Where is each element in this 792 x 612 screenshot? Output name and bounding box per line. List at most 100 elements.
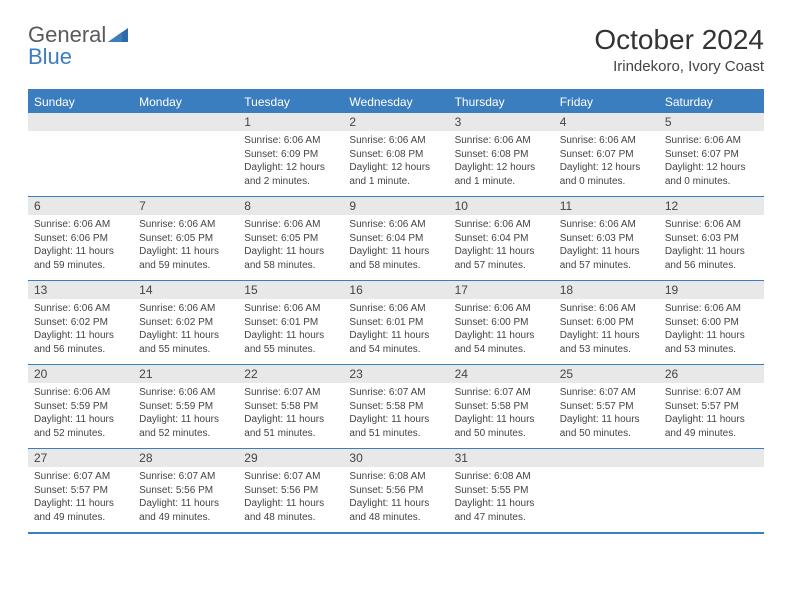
sunset-text: Sunset: 6:00 PM	[560, 316, 653, 330]
day-cell: Sunrise: 6:06 AMSunset: 6:00 PMDaylight:…	[659, 299, 764, 364]
daylight-text: Daylight: 11 hours and 57 minutes.	[455, 245, 548, 272]
sunset-text: Sunset: 6:08 PM	[455, 148, 548, 162]
sunrise-text: Sunrise: 6:07 AM	[244, 470, 337, 484]
day-cell	[133, 131, 238, 196]
sunset-text: Sunset: 6:04 PM	[349, 232, 442, 246]
sunrise-text: Sunrise: 6:06 AM	[349, 302, 442, 316]
day-cell: Sunrise: 6:06 AMSunset: 6:08 PMDaylight:…	[449, 131, 554, 196]
day-cell: Sunrise: 6:07 AMSunset: 5:58 PMDaylight:…	[238, 383, 343, 448]
sunset-text: Sunset: 6:03 PM	[560, 232, 653, 246]
day-number: 20	[28, 365, 133, 383]
day-number: 16	[343, 281, 448, 299]
sunset-text: Sunset: 6:07 PM	[665, 148, 758, 162]
day-cell: Sunrise: 6:06 AMSunset: 6:00 PMDaylight:…	[554, 299, 659, 364]
daylight-text: Daylight: 11 hours and 58 minutes.	[349, 245, 442, 272]
daylight-text: Daylight: 12 hours and 2 minutes.	[244, 161, 337, 188]
day-content-row: Sunrise: 6:06 AMSunset: 6:06 PMDaylight:…	[28, 215, 764, 280]
dow-mon: Monday	[133, 91, 238, 113]
day-number	[133, 113, 238, 131]
day-cell: Sunrise: 6:08 AMSunset: 5:56 PMDaylight:…	[343, 467, 448, 532]
day-cell: Sunrise: 6:06 AMSunset: 6:05 PMDaylight:…	[133, 215, 238, 280]
title-block: October 2024 Irindekoro, Ivory Coast	[594, 24, 764, 75]
day-cell: Sunrise: 6:06 AMSunset: 6:01 PMDaylight:…	[238, 299, 343, 364]
daylight-text: Daylight: 11 hours and 51 minutes.	[349, 413, 442, 440]
day-number: 1	[238, 113, 343, 131]
day-number: 8	[238, 197, 343, 215]
sunset-text: Sunset: 5:58 PM	[244, 400, 337, 414]
daylight-text: Daylight: 11 hours and 49 minutes.	[139, 497, 232, 524]
sunrise-text: Sunrise: 6:06 AM	[560, 302, 653, 316]
sunset-text: Sunset: 6:00 PM	[665, 316, 758, 330]
sunset-text: Sunset: 5:59 PM	[139, 400, 232, 414]
sunrise-text: Sunrise: 6:06 AM	[455, 218, 548, 232]
daylight-text: Daylight: 11 hours and 56 minutes.	[665, 245, 758, 272]
sunrise-text: Sunrise: 6:06 AM	[34, 218, 127, 232]
day-number: 25	[554, 365, 659, 383]
sunrise-text: Sunrise: 6:07 AM	[349, 386, 442, 400]
day-cell: Sunrise: 6:06 AMSunset: 5:59 PMDaylight:…	[28, 383, 133, 448]
day-cell: Sunrise: 6:07 AMSunset: 5:57 PMDaylight:…	[28, 467, 133, 532]
sunrise-text: Sunrise: 6:06 AM	[349, 218, 442, 232]
day-cell: Sunrise: 6:06 AMSunset: 6:00 PMDaylight:…	[449, 299, 554, 364]
sunrise-text: Sunrise: 6:06 AM	[665, 218, 758, 232]
sunrise-text: Sunrise: 6:06 AM	[455, 134, 548, 148]
sunrise-text: Sunrise: 6:06 AM	[139, 386, 232, 400]
day-number: 11	[554, 197, 659, 215]
daylight-text: Daylight: 11 hours and 58 minutes.	[244, 245, 337, 272]
day-cell	[554, 467, 659, 532]
sunrise-text: Sunrise: 6:06 AM	[244, 134, 337, 148]
day-number: 27	[28, 449, 133, 467]
day-cell	[28, 131, 133, 196]
day-number: 26	[659, 365, 764, 383]
day-number: 12	[659, 197, 764, 215]
day-number	[659, 449, 764, 467]
day-number-row: 13141516171819	[28, 281, 764, 299]
sunrise-text: Sunrise: 6:06 AM	[34, 302, 127, 316]
day-number: 14	[133, 281, 238, 299]
daylight-text: Daylight: 11 hours and 55 minutes.	[139, 329, 232, 356]
sunrise-text: Sunrise: 6:07 AM	[139, 470, 232, 484]
location-label: Irindekoro, Ivory Coast	[594, 58, 764, 75]
day-cell: Sunrise: 6:06 AMSunset: 6:07 PMDaylight:…	[554, 131, 659, 196]
day-content-row: Sunrise: 6:06 AMSunset: 6:09 PMDaylight:…	[28, 131, 764, 196]
sunset-text: Sunset: 6:05 PM	[139, 232, 232, 246]
day-number: 9	[343, 197, 448, 215]
sunrise-text: Sunrise: 6:06 AM	[34, 386, 127, 400]
logo-text: GeneralBlue	[28, 24, 128, 68]
day-number: 5	[659, 113, 764, 131]
day-number: 31	[449, 449, 554, 467]
daylight-text: Daylight: 11 hours and 49 minutes.	[665, 413, 758, 440]
daylight-text: Daylight: 11 hours and 53 minutes.	[560, 329, 653, 356]
day-cell: Sunrise: 6:06 AMSunset: 6:08 PMDaylight:…	[343, 131, 448, 196]
day-cell: Sunrise: 6:06 AMSunset: 6:01 PMDaylight:…	[343, 299, 448, 364]
sunrise-text: Sunrise: 6:06 AM	[665, 134, 758, 148]
daylight-text: Daylight: 11 hours and 50 minutes.	[455, 413, 548, 440]
day-number: 18	[554, 281, 659, 299]
day-number: 6	[28, 197, 133, 215]
daylight-text: Daylight: 11 hours and 57 minutes.	[560, 245, 653, 272]
daylight-text: Daylight: 11 hours and 48 minutes.	[244, 497, 337, 524]
daylight-text: Daylight: 11 hours and 59 minutes.	[34, 245, 127, 272]
sunset-text: Sunset: 5:56 PM	[139, 484, 232, 498]
sunrise-text: Sunrise: 6:07 AM	[455, 386, 548, 400]
day-cell: Sunrise: 6:07 AMSunset: 5:58 PMDaylight:…	[343, 383, 448, 448]
day-number: 24	[449, 365, 554, 383]
daylight-text: Daylight: 11 hours and 56 minutes.	[34, 329, 127, 356]
day-cell: Sunrise: 6:08 AMSunset: 5:55 PMDaylight:…	[449, 467, 554, 532]
daylight-text: Daylight: 11 hours and 48 minutes.	[349, 497, 442, 524]
sunrise-text: Sunrise: 6:06 AM	[665, 302, 758, 316]
daylight-text: Daylight: 11 hours and 49 minutes.	[34, 497, 127, 524]
day-number-row: 6789101112	[28, 197, 764, 215]
day-number	[28, 113, 133, 131]
day-number: 2	[343, 113, 448, 131]
day-cell	[659, 467, 764, 532]
sunset-text: Sunset: 6:01 PM	[349, 316, 442, 330]
day-number: 3	[449, 113, 554, 131]
sunrise-text: Sunrise: 6:06 AM	[560, 218, 653, 232]
sunset-text: Sunset: 5:58 PM	[455, 400, 548, 414]
daylight-text: Daylight: 12 hours and 1 minute.	[455, 161, 548, 188]
day-cell: Sunrise: 6:06 AMSunset: 6:04 PMDaylight:…	[343, 215, 448, 280]
sunrise-text: Sunrise: 6:06 AM	[560, 134, 653, 148]
daylight-text: Daylight: 11 hours and 54 minutes.	[349, 329, 442, 356]
dow-sun: Sunday	[28, 91, 133, 113]
